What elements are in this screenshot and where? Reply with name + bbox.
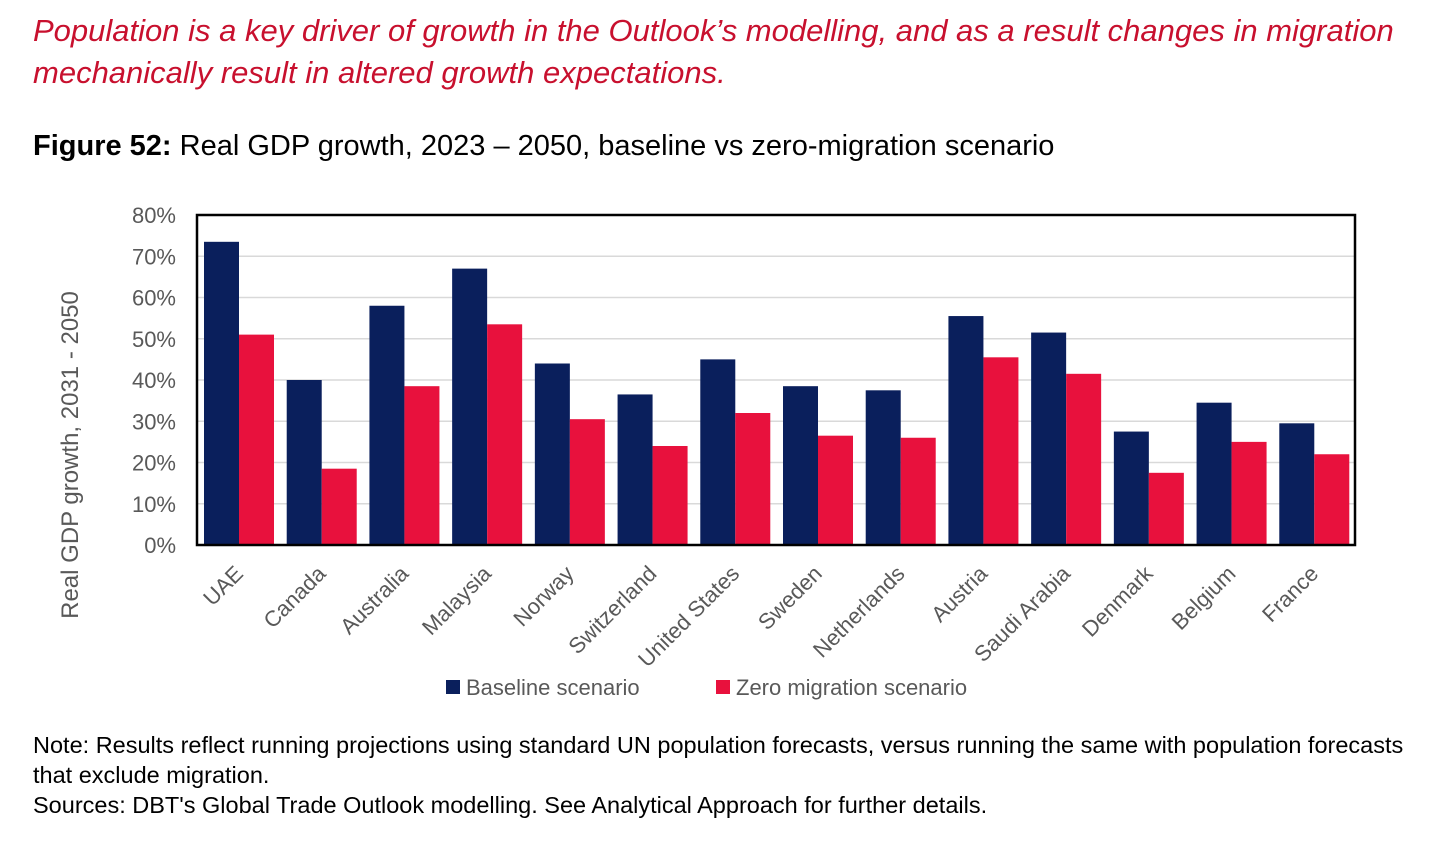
bar-baseline-denmark (1113, 431, 1149, 545)
bar-baseline-norway (534, 363, 570, 545)
plot-frame (195, 213, 1357, 547)
x-tick-label: Denmark (1077, 560, 1158, 641)
bar-baseline-canada (286, 380, 322, 545)
bar-chart: 0%10%20%30%40%50%60%70%80% UAE Canada Aust… (57, 203, 1357, 700)
bar-zero-migration-uae (239, 334, 274, 545)
y-tick-label: 60% (132, 286, 176, 311)
y-tick-label: 80% (132, 203, 176, 228)
y-axis-label: Real GDP growth, 2031 - 2050 (57, 291, 84, 619)
y-tick-label: 50% (132, 327, 176, 352)
legend-label: Zero migration scenario (736, 675, 967, 700)
bar-baseline-netherlands (865, 390, 901, 545)
x-tick-label: Malaysia (417, 560, 497, 640)
bar-zero-migration-switzerland (652, 446, 688, 545)
x-tick-label: Norway (508, 561, 578, 631)
bar-zero-migration-united-states (735, 413, 771, 545)
headline: Population is a key driver of growth in … (33, 13, 1394, 90)
y-tick-label: 30% (132, 409, 176, 434)
y-tick-label: 10% (132, 492, 176, 517)
bar-baseline-sweden (783, 386, 818, 545)
bar-zero-migration-sweden (818, 435, 853, 545)
bar-zero-migration-denmark (1148, 472, 1184, 545)
bar-zero-migration-canada (321, 468, 357, 545)
bar-baseline-united-states (700, 359, 736, 545)
note-text: Note: Results reflect running projection… (33, 732, 1404, 788)
figure-title: Figure 52: Real GDP growth, 2023 – 2050,… (33, 128, 1433, 164)
legend-label: Baseline scenario (466, 675, 640, 700)
bar-baseline-belgium (1196, 402, 1232, 545)
bar-baseline-malaysia (452, 268, 488, 545)
y-tick-label: 70% (132, 244, 176, 269)
y-tick-label: 0% (144, 533, 176, 558)
bar-zero-migration-norway (569, 419, 605, 545)
bar-zero-migration-austria (983, 357, 1019, 545)
bar-baseline-uae (204, 241, 239, 545)
x-tick-label: Canada (258, 560, 331, 633)
bar-zero-migration-saudi-arabia (1066, 373, 1102, 545)
y-tick-label: 20% (132, 451, 176, 476)
notes: Note: Results reflect running projection… (33, 730, 1433, 820)
bar-baseline-switzerland (617, 394, 653, 545)
x-tick-label: France (1257, 561, 1323, 627)
sources-text: Sources: DBT's Global Trade Outlook mode… (33, 792, 988, 818)
x-tick-label: Sweden (753, 561, 827, 635)
x-tick-label: Australia (335, 560, 414, 639)
bar-zero-migration-france (1314, 454, 1350, 545)
bars (204, 241, 1350, 545)
legend-swatch (446, 680, 460, 694)
legend-swatch (716, 680, 730, 694)
bar-baseline-saudi-arabia (1031, 332, 1067, 545)
x-tick-label: Belgium (1167, 561, 1241, 635)
x-axis-ticks: UAE Canada Australia Malaysia NorwaySwitzerl… (198, 560, 1323, 672)
bar-zero-migration-malaysia (487, 324, 523, 545)
figure-title-text: Real GDP growth, 2023 – 2050, baseline v… (179, 130, 1055, 162)
bar-baseline-austria (948, 316, 984, 545)
bar-zero-migration-belgium (1231, 441, 1267, 545)
figure-number: Figure 52: (33, 130, 172, 162)
x-tick-label: UAE (198, 561, 248, 611)
x-tick-label: Austria (926, 560, 993, 627)
bar-zero-migration-australia (404, 386, 440, 545)
bar-baseline-australia (369, 305, 405, 545)
legend: Baseline scenario Zero migration scenario (446, 675, 967, 700)
y-axis-ticks: 0% 10% 20% 30% 40% 50% 60% 70% 80% (132, 203, 176, 558)
y-tick-label: 40% (132, 368, 176, 393)
bar-zero-migration-netherlands (900, 437, 936, 545)
bar-baseline-france (1279, 423, 1315, 545)
